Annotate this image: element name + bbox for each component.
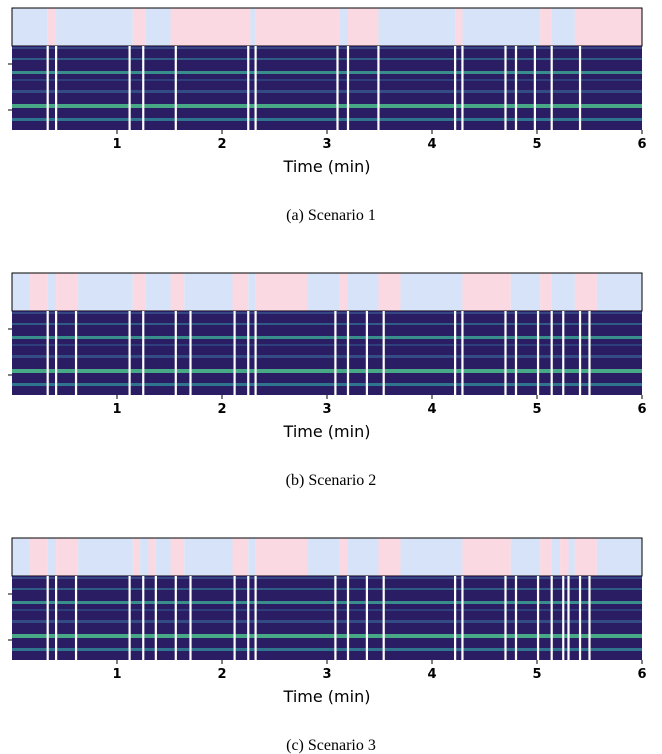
segment	[132, 538, 141, 576]
x-tick-label: 1	[112, 137, 121, 152]
segment	[560, 538, 569, 576]
segment	[250, 8, 256, 46]
x-tick-label: 4	[427, 402, 436, 417]
segment	[574, 273, 597, 311]
segment	[348, 538, 379, 576]
x-tick-label: 2	[217, 667, 226, 682]
segment	[551, 273, 575, 311]
segment	[540, 273, 552, 311]
x-tick-label: 3	[322, 137, 331, 152]
segment	[184, 538, 233, 576]
caption: (c) Scenario 3	[286, 737, 376, 754]
panel: 1 2 3 4 5 6 Time (min) (a) Scenario 1	[8, 7, 647, 224]
segment	[339, 538, 348, 576]
segment	[47, 538, 57, 576]
segment	[574, 8, 642, 46]
caption: (a) Scenario 1	[286, 207, 376, 224]
segment	[596, 538, 642, 576]
segment	[12, 273, 30, 311]
spectrogram	[12, 311, 642, 395]
segment	[232, 273, 249, 311]
segment	[596, 273, 642, 311]
segment	[378, 538, 401, 576]
segment	[29, 538, 48, 576]
segment	[170, 8, 251, 46]
segment	[400, 538, 463, 576]
segment	[462, 538, 511, 576]
segment	[339, 273, 348, 311]
spectrogram	[12, 46, 642, 130]
segment	[12, 538, 30, 576]
x-tick-label: 1	[112, 667, 121, 682]
x-tick-label: 5	[532, 137, 541, 152]
x-axis-label: Time (min)	[283, 157, 371, 176]
x-tick-label: 2	[217, 137, 226, 152]
segment	[255, 273, 308, 311]
segment	[540, 538, 552, 576]
x-tick-label: 5	[532, 667, 541, 682]
segment	[455, 8, 463, 46]
segment	[248, 538, 256, 576]
caption: (b) Scenario 2	[286, 472, 377, 489]
segment	[540, 8, 552, 46]
segment	[12, 8, 48, 46]
segment	[56, 538, 79, 576]
segment	[29, 273, 48, 311]
segment	[307, 538, 340, 576]
x-tick-label: 6	[637, 402, 646, 417]
x-tick-label: 3	[322, 667, 331, 682]
segment	[255, 538, 308, 576]
segment	[47, 8, 57, 46]
x-axis-label: Time (min)	[283, 687, 371, 706]
segment	[132, 273, 146, 311]
segment	[348, 8, 379, 46]
x-tick-label: 5	[532, 402, 541, 417]
segment	[56, 8, 133, 46]
x-tick-label: 6	[637, 667, 646, 682]
x-tick-label: 1	[112, 402, 121, 417]
segment	[510, 273, 541, 311]
x-tick-label: 2	[217, 402, 226, 417]
segment	[307, 273, 340, 311]
segment	[155, 538, 171, 576]
segment	[140, 538, 149, 576]
segment	[348, 273, 379, 311]
segment	[232, 538, 249, 576]
segment	[148, 538, 156, 576]
segment	[145, 273, 171, 311]
panel: 1 2 3 4 5 6 Time (min) (b) Scenario 2	[8, 272, 647, 489]
segment	[551, 8, 575, 46]
segment	[248, 273, 256, 311]
segment	[462, 273, 511, 311]
segment	[132, 8, 146, 46]
x-axis-label: Time (min)	[283, 422, 371, 441]
segment	[378, 273, 401, 311]
segment	[339, 8, 348, 46]
x-tick-label: 4	[427, 137, 436, 152]
segment	[47, 273, 57, 311]
segment	[255, 8, 340, 46]
segment	[462, 8, 541, 46]
segment	[78, 538, 133, 576]
segment	[574, 538, 597, 576]
segment	[184, 273, 233, 311]
segment	[78, 273, 133, 311]
segment	[510, 538, 541, 576]
x-tick-label: 6	[637, 137, 646, 152]
segment	[56, 273, 79, 311]
panel: 1 2 3 4 5 6 Time (min) (c) Scenario 3	[8, 537, 647, 754]
segment	[400, 273, 463, 311]
segment	[568, 538, 575, 576]
segment	[170, 273, 185, 311]
segment	[378, 8, 456, 46]
segment	[145, 8, 171, 46]
segment	[551, 538, 561, 576]
x-tick-label: 3	[322, 402, 331, 417]
segment	[170, 538, 185, 576]
x-tick-label: 4	[427, 667, 436, 682]
spectrogram	[12, 576, 642, 660]
